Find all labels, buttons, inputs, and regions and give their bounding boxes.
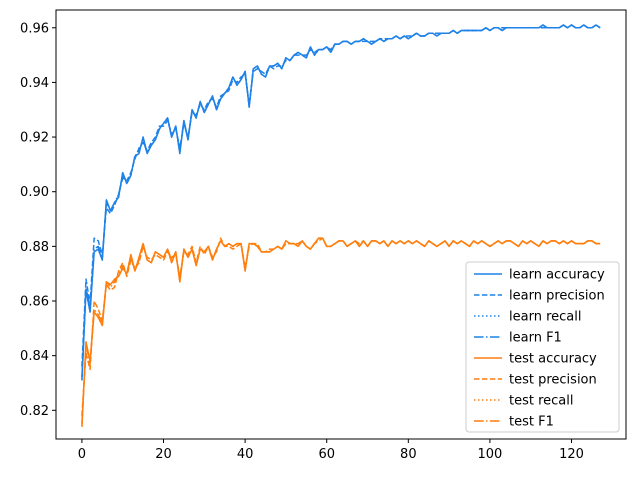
legend-label-learn-precision: learn precision: [509, 289, 605, 304]
legend-label-test-recall: test recall: [509, 394, 574, 409]
y-tick-label: 0.94: [20, 76, 49, 91]
y-tick-label: 0.90: [20, 185, 49, 200]
y-tick-label: 0.82: [20, 404, 49, 419]
y-axis: 0.82 0.84 0.86 0.88 0.90 0.92 0.94 0.96: [20, 21, 56, 419]
x-tick-label: 40: [237, 447, 254, 462]
y-tick-label: 0.96: [20, 21, 49, 36]
legend-label-test-f1: test F1: [509, 415, 554, 430]
series-layer: [81, 24, 601, 427]
legend-label-learn-recall: learn recall: [509, 310, 581, 325]
series-line-test-f1: [81, 237, 601, 425]
y-tick-label: 0.88: [20, 240, 49, 255]
legend-box: [465, 261, 620, 433]
x-tick-label: 0: [78, 447, 86, 462]
x-tick-label: 100: [478, 447, 503, 462]
y-tick-label: 0.86: [20, 295, 49, 310]
series-line-learn-f1: [81, 24, 601, 378]
y-tick-label: 0.92: [20, 131, 49, 146]
y-tick-label: 0.84: [20, 349, 49, 364]
legend-label-learn-accuracy: learn accuracy: [509, 268, 605, 283]
legend: learn accuracy learn precision learn recal…: [465, 261, 620, 433]
legend-label-test-accuracy: test accuracy: [509, 352, 597, 367]
x-tick-label: 60: [318, 447, 335, 462]
x-tick-label: 120: [559, 447, 584, 462]
x-tick-label: 20: [155, 447, 172, 462]
legend-label-test-precision: test precision: [509, 373, 597, 388]
x-tick-label: 80: [400, 447, 417, 462]
legend-label-learn-f1: learn F1: [509, 331, 562, 346]
x-axis: 0 20 40 60 80 100 120: [78, 439, 584, 462]
plot-frame: [55, 9, 627, 440]
